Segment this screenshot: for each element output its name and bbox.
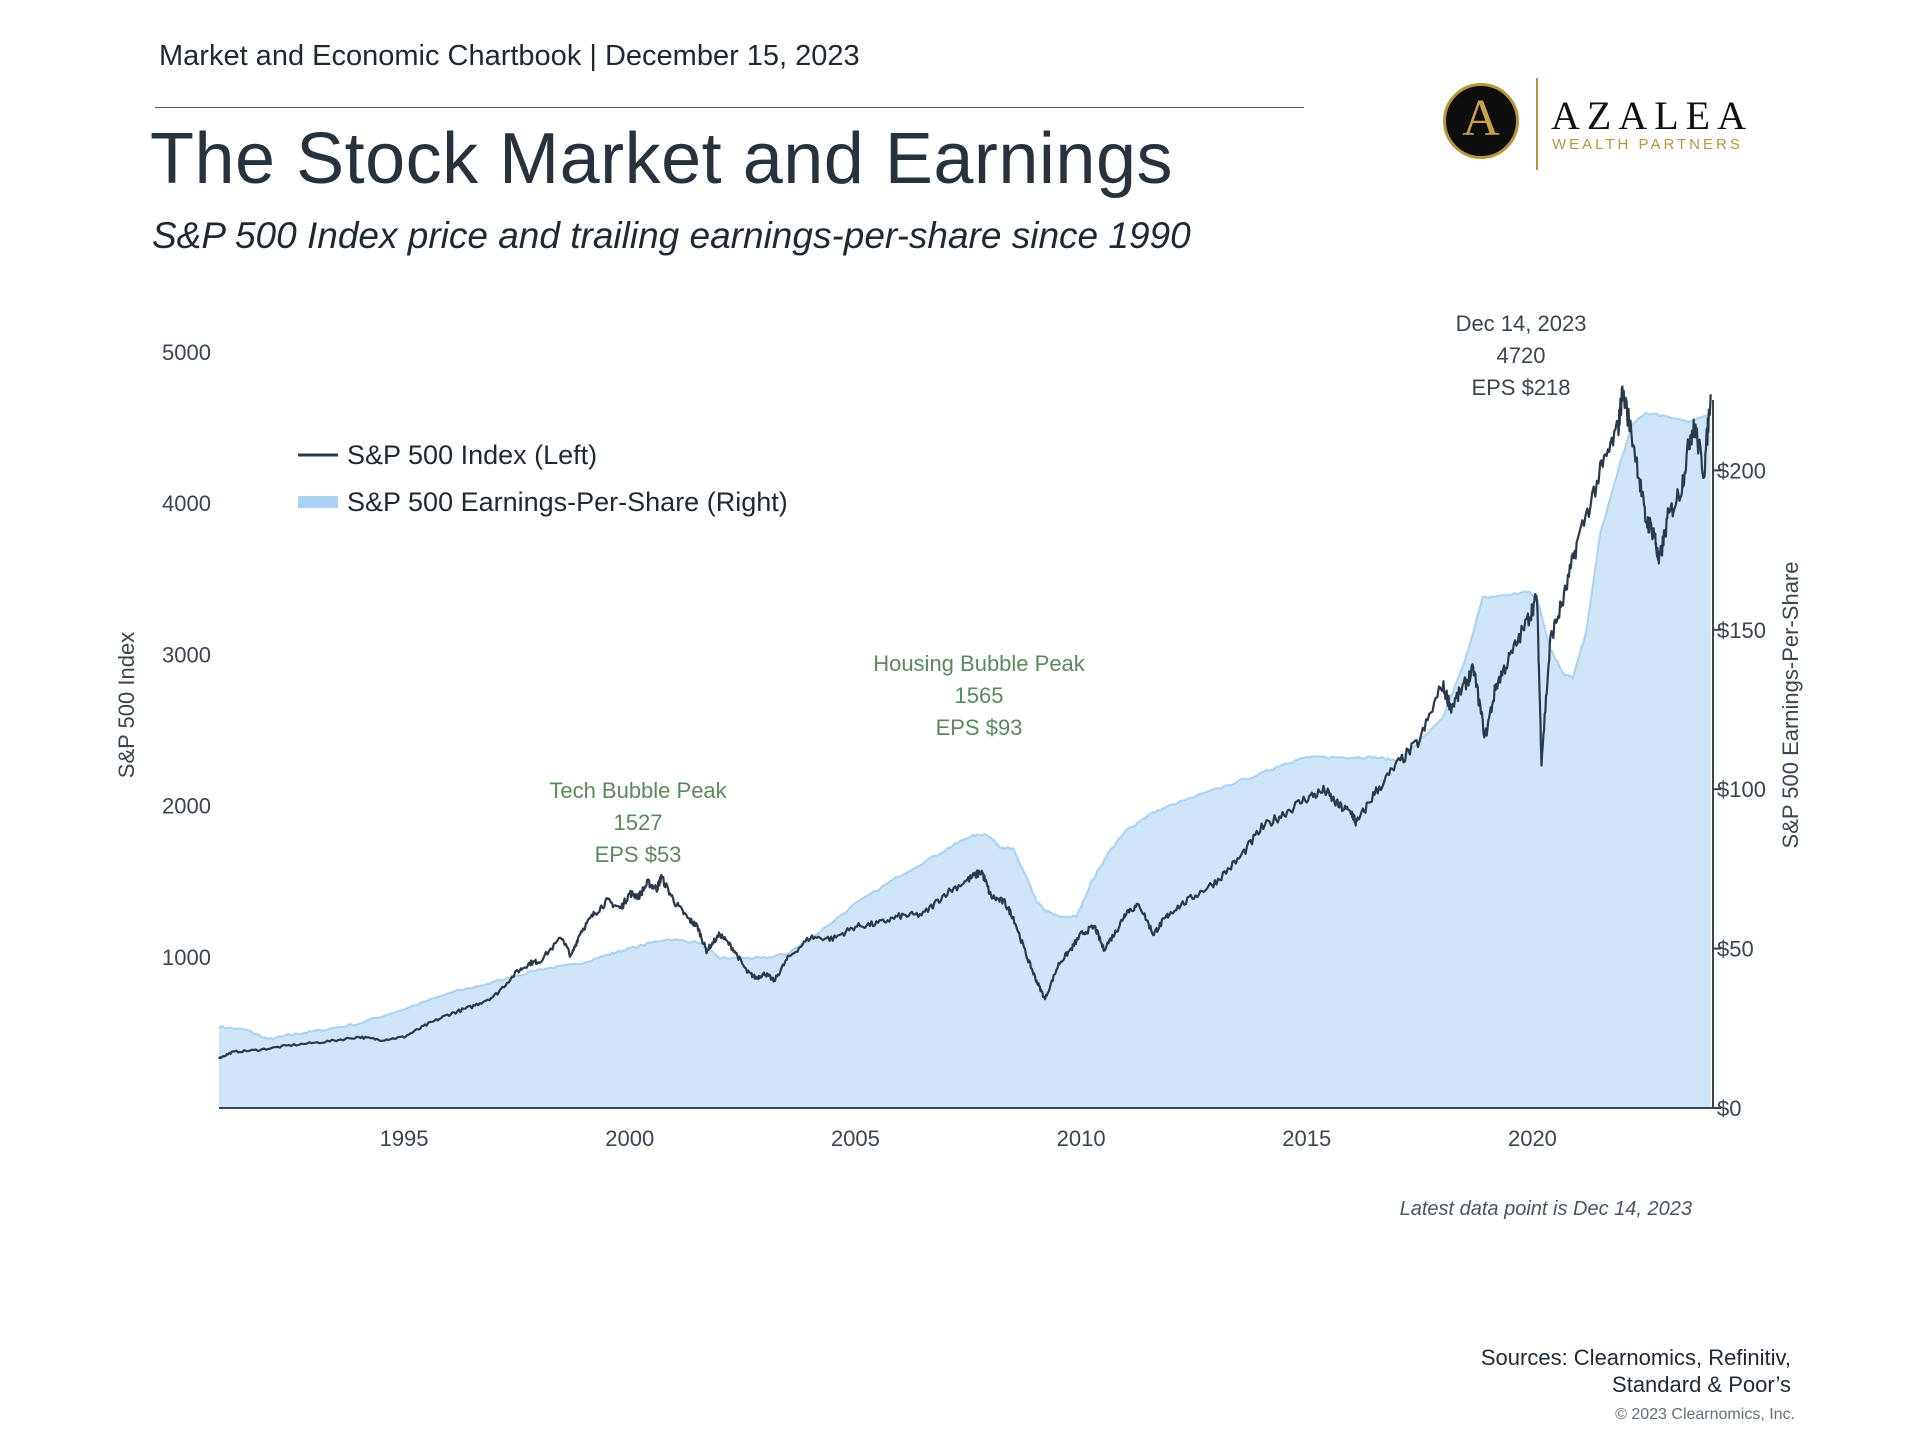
sources-line-1: Sources: Clearnomics, Refinitiv, [1480,1345,1791,1370]
y-right-tick-label: $200 [1717,458,1766,483]
legend-eps-label: S&P 500 Earnings-Per-Share (Right) [347,487,788,517]
y-left-tick-label: 2000 [162,794,211,819]
x-tick-label: 2015 [1282,1126,1331,1151]
chartbook-header: Market and Economic Chartbook | December… [159,40,860,72]
x-tick-label: 2020 [1508,1126,1557,1151]
annotation-text: 4720 [1497,343,1546,368]
y-left-tick-label: 3000 [162,642,211,667]
annotation-text: Housing Bubble Peak [873,651,1086,676]
annotation-text: Tech Bubble Peak [549,778,727,803]
y-left-axis-title: S&P 500 Index [114,632,139,778]
logo-emblem-letter: A [1462,90,1500,147]
page-subtitle: S&P 500 Index price and trailing earning… [152,215,1191,256]
y-right-tick-label: $100 [1717,777,1766,802]
annotation-text: 1527 [614,810,663,835]
sources-line-2: Standard & Poor’s [1612,1372,1791,1397]
y-left-tick-label: 5000 [162,340,211,365]
chart-text-layer: 1995 2000 2005 2010 2015 2020 1000 2000 3000 4000… [114,311,1803,1151]
eps-area [219,413,1711,1108]
y-right-tick-label: $50 [1717,937,1754,962]
logo-name: AZALEA [1551,93,1753,138]
x-tick-label: 2000 [605,1126,654,1151]
annotation-text: EPS $93 [936,715,1023,740]
azalea-logo: A AZALEA WEALTH PARTNERS [1443,78,1773,174]
x-tick-label: 2010 [1057,1126,1106,1151]
annotation-text: EPS $218 [1471,375,1570,400]
annotation-text: EPS $53 [595,842,682,867]
y-right-axis-title: S&P 500 Earnings-Per-Share [1778,562,1803,849]
legend-index-label: S&P 500 Index (Left) [347,440,597,470]
sp500-index-line [218,385,1712,1060]
y-left-tick-label: 1000 [162,945,211,970]
sources-note: Sources: Clearnomics, Refinitiv, Standar… [1300,1344,1791,1398]
y-left-tick-label: 4000 [162,491,211,516]
latest-data-note: Latest data point is Dec 14, 2023 [1399,1198,1692,1220]
eps-area-layer [218,412,1712,1108]
legend-eps-swatch [298,496,338,508]
y-right-tick-label: $150 [1717,618,1766,643]
axes-layer [219,400,1721,1109]
page-title: The Stock Market and Earnings [150,119,1173,199]
logo-divider [1536,78,1538,170]
header-divider [155,107,1304,108]
y-right-tick-label: $0 [1717,1096,1741,1121]
copyright-note: © 2023 Clearnomics, Inc. [1615,1406,1795,1423]
x-tick-label: 1995 [380,1126,429,1151]
eps-edge-line [218,412,1712,1041]
annotation-text: Dec 14, 2023 [1456,311,1587,336]
index-line-layer [218,385,1712,1060]
logo-tagline: WEALTH PARTNERS [1552,136,1743,153]
annotation-text: 1565 [955,683,1004,708]
logo-emblem [1443,83,1519,159]
x-tick-label: 2005 [831,1126,880,1151]
